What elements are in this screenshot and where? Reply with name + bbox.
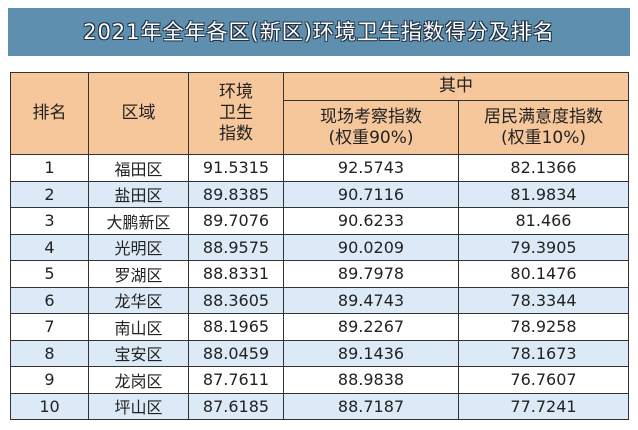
table-cell: 10 [10,392,89,420]
header-line: (权重10%) [500,127,587,148]
table-cell: 宝安区 [88,339,189,367]
table-cell: 88.9838 [283,366,459,394]
table-cell: 77.7241 [458,392,629,420]
table-cell: 82.1366 [458,154,629,182]
table-cell: 5 [10,260,89,288]
table-cell: 92.5743 [283,154,459,182]
table-cell: 龙岗区 [88,366,189,394]
table-cell: 89.4743 [283,286,459,314]
table-row: 1 福田区 91.5315 92.5743 82.1366 [10,154,629,182]
table-cell: 龙华区 [88,286,189,314]
table-cell: 78.3344 [458,286,629,314]
table-cell: 9 [10,366,89,394]
table-row: 9 龙岗区 87.7611 88.9838 76.7607 [10,366,629,394]
table-cell: 光明区 [88,233,189,261]
table-cell: 罗湖区 [88,260,189,288]
table-row: 8 宝安区 88.0459 89.1436 78.1673 [10,339,629,367]
table-row: 10 坪山区 87.6185 88.7187 77.7241 [10,392,629,420]
table-row: 7 南山区 88.1965 89.2267 78.9258 [10,313,629,341]
table-cell: 2 [10,180,89,208]
table-body: 1 福田区 91.5315 92.5743 82.1366 2 盐田区 89.8385 90.7… [10,154,629,420]
table-row: 3 大鹏新区 89.7076 90.6233 81.466 [10,207,629,235]
table-row: 2 盐田区 89.8385 90.7116 81.9834 [10,180,629,208]
header-cell: 其中 [283,72,629,101]
table-cell: 福田区 [88,154,189,182]
table-cell: 89.7076 [188,207,284,235]
header-line: 指数 [219,124,253,144]
table-cell: 90.0209 [283,233,459,261]
table-cell: 90.7116 [283,180,459,208]
table-cell: 88.7187 [283,392,459,420]
table-cell: 6 [10,286,89,314]
header-cell: 区域 [88,72,189,155]
table-row: 4 光明区 88.9575 90.0209 79.3905 [10,233,629,261]
table-cell: 88.0459 [188,339,284,367]
table-cell: 1 [10,154,89,182]
table-cell: 4 [10,233,89,261]
table-cell: 80.1476 [458,260,629,288]
table-cell: 88.8331 [188,260,284,288]
table-cell: 8 [10,339,89,367]
table-cell: 81.466 [458,207,629,235]
header-cell: 现场考察指数 (权重90%) [283,100,459,155]
header-line: 居民满意度指数 [484,106,603,127]
table-row: 6 龙华区 88.3605 89.4743 78.3344 [10,286,629,314]
table-cell: 91.5315 [188,154,284,182]
header-line: (权重90%) [328,127,414,148]
table-cell: 89.7978 [283,260,459,288]
table-cell: 89.2267 [283,313,459,341]
title-bar: 2021年全年各区(新区)环境卫生指数得分及排名 [8,8,630,56]
table-cell: 大鹏新区 [88,207,189,235]
table-cell: 88.1965 [188,313,284,341]
table-cell: 88.3605 [188,286,284,314]
header-line: 卫生 [219,103,253,123]
score-table: 排名 区域 环境 卫生 指数 其中 现场考察指数 (权重90%) 居民满意度指数… [10,72,629,420]
table-cell: 87.6185 [188,392,284,420]
table-cell: 90.6233 [283,207,459,235]
header-cell: 居民满意度指数 (权重10%) [458,100,629,155]
table-cell: 89.1436 [283,339,459,367]
table-cell: 79.3905 [458,233,629,261]
table-cell: 76.7607 [458,366,629,394]
header-line: 环境 [219,82,253,102]
table-cell: 78.1673 [458,339,629,367]
header-line: 现场考察指数 [320,106,422,127]
table-row: 5 罗湖区 88.8331 89.7978 80.1476 [10,260,629,288]
table-cell: 81.9834 [458,180,629,208]
table-cell: 南山区 [88,313,189,341]
table-cell: 88.9575 [188,233,284,261]
table-header: 排名 区域 环境 卫生 指数 其中 现场考察指数 (权重90%) 居民满意度指数… [10,72,629,155]
header-cell: 排名 [10,72,89,155]
table-cell: 89.8385 [188,180,284,208]
table-cell: 87.7611 [188,366,284,394]
header-cell: 环境 卫生 指数 [188,72,284,155]
table-cell: 盐田区 [88,180,189,208]
table-cell: 3 [10,207,89,235]
table-cell: 78.9258 [458,313,629,341]
table-cell: 7 [10,313,89,341]
table-cell: 坪山区 [88,392,189,420]
